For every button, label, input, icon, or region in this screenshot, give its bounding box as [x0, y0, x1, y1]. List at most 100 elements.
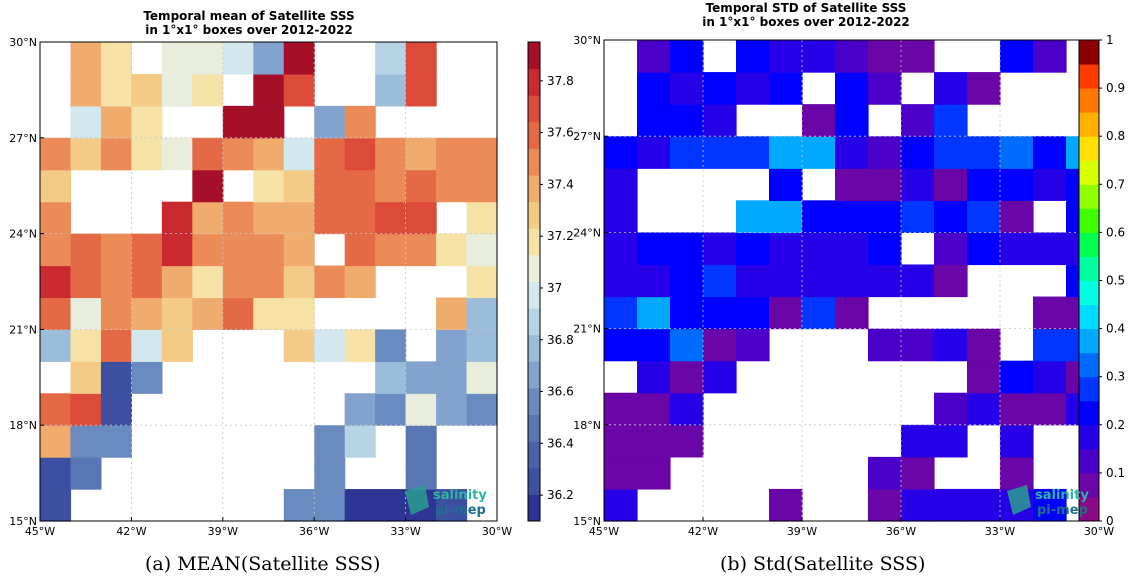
heatmap-cell	[736, 72, 770, 105]
heatmap-cell	[40, 329, 72, 362]
heatmap-cell	[314, 489, 346, 522]
heatmap-cell	[901, 104, 935, 137]
heatmap-cell	[769, 264, 803, 298]
colorbar-bin	[1079, 40, 1099, 65]
x-tick-label: 33°W	[390, 525, 420, 538]
heatmap-cell	[466, 265, 498, 299]
colorbar-bin	[528, 254, 540, 282]
heatmap-cell	[1033, 488, 1067, 522]
heatmap-cell	[967, 328, 1001, 362]
heatmap-cell	[868, 264, 902, 298]
mean-caption: (a) MEAN(Satellite SSS)	[145, 553, 381, 575]
heatmap-cell	[314, 265, 346, 299]
heatmap-cell	[967, 72, 1001, 105]
heatmap-cell	[314, 201, 346, 235]
heatmap-cell	[161, 201, 193, 235]
heatmap-cell	[192, 169, 224, 203]
heatmap-cell	[253, 297, 285, 330]
heatmap-cell	[1000, 232, 1034, 266]
std-y-ticks: 15°N 18°N 21°N 24°N 27°N 30°N	[573, 34, 608, 528]
colorbar-bin	[528, 95, 540, 123]
heatmap-cell	[670, 328, 704, 362]
heatmap-cell	[670, 72, 704, 105]
heatmap-cell	[637, 360, 671, 394]
heatmap-cell	[70, 105, 102, 139]
heatmap-cell	[405, 201, 437, 235]
heatmap-cell	[222, 137, 254, 171]
heatmap-cell	[736, 328, 770, 362]
colorbar-bin	[528, 121, 540, 149]
heatmap-cell	[802, 200, 836, 233]
heatmap-cell	[604, 328, 638, 362]
heatmap-cell	[283, 201, 315, 235]
heatmap-cell	[222, 105, 254, 139]
colorbar-bin	[1079, 184, 1099, 209]
colorbar-tick-label: 36.2	[547, 488, 574, 502]
mean-x-ticks: 45°W 42°W 39°W 36°W 33°W 30°W	[25, 517, 512, 538]
heatmap-cell	[70, 73, 102, 107]
logo-text-line1: salinity	[433, 488, 487, 503]
heatmap-cell	[670, 104, 704, 137]
heatmap-cell	[670, 296, 704, 330]
heatmap-cell	[375, 137, 407, 171]
heatmap-cell	[40, 489, 72, 522]
colorbar-bin	[528, 334, 540, 362]
mean-colorbar: 36.2 36.4 36.6 36.8 37 37.2 37.4 37.6 37.8	[527, 41, 574, 522]
heatmap-cell	[1033, 328, 1067, 362]
heatmap-cell	[637, 232, 671, 266]
std-heatmap-cells	[604, 40, 1100, 522]
colorbar-bin	[1079, 376, 1099, 402]
heatmap-cell	[131, 233, 163, 267]
heatmap-cell	[736, 200, 770, 233]
y-tick-label: 27°N	[9, 132, 37, 145]
heatmap-cell	[344, 201, 376, 235]
heatmap-cell	[344, 233, 376, 267]
x-tick-label: 45°W	[589, 525, 619, 538]
colorbar-bin	[1079, 88, 1099, 113]
heatmap-cell	[835, 104, 869, 137]
y-tick-label: 15°N	[9, 515, 37, 528]
heatmap-cell	[466, 393, 498, 426]
heatmap-cell	[192, 73, 224, 107]
heatmap-cell	[736, 136, 770, 169]
heatmap-cell	[253, 201, 285, 235]
heatmap-cell	[40, 297, 72, 330]
heatmap-cell	[604, 200, 638, 233]
heatmap-cell	[1000, 40, 1034, 73]
heatmap-cell	[100, 105, 132, 139]
heatmap-cell	[436, 233, 468, 267]
heatmap-cell	[736, 296, 770, 330]
heatmap-cell	[637, 296, 671, 330]
heatmap-cell	[222, 297, 254, 330]
heatmap-cell	[375, 393, 407, 426]
heatmap-cell	[283, 42, 315, 75]
heatmap-cell	[161, 42, 193, 75]
heatmap-cell	[901, 168, 935, 201]
heatmap-cell	[192, 137, 224, 171]
heatmap-cell	[283, 489, 315, 522]
heatmap-cell	[100, 361, 132, 394]
x-tick-label: 30°W	[1084, 525, 1114, 538]
heatmap-cell	[703, 232, 737, 266]
x-tick-label: 33°W	[985, 525, 1015, 538]
colorbar-tick-label: 0.9	[1106, 81, 1125, 95]
colorbar-tick-label: 0.2	[1106, 418, 1125, 432]
heatmap-cell	[637, 40, 671, 73]
heatmap-cell	[934, 424, 968, 458]
heatmap-cell	[100, 265, 132, 299]
heatmap-cell	[222, 265, 254, 299]
heatmap-cell	[835, 232, 869, 266]
heatmap-cell	[769, 72, 803, 105]
colorbar-bin	[528, 148, 540, 176]
heatmap-cell	[934, 392, 968, 426]
heatmap-cell	[637, 104, 671, 137]
heatmap-cell	[868, 328, 902, 362]
heatmap-cell	[1033, 392, 1067, 426]
heatmap-cell	[283, 169, 315, 203]
heatmap-cell	[40, 393, 72, 426]
colorbar-bin	[528, 308, 540, 336]
heatmap-cell	[604, 392, 638, 426]
heatmap-cell	[769, 168, 803, 201]
heatmap-cell	[637, 456, 671, 490]
